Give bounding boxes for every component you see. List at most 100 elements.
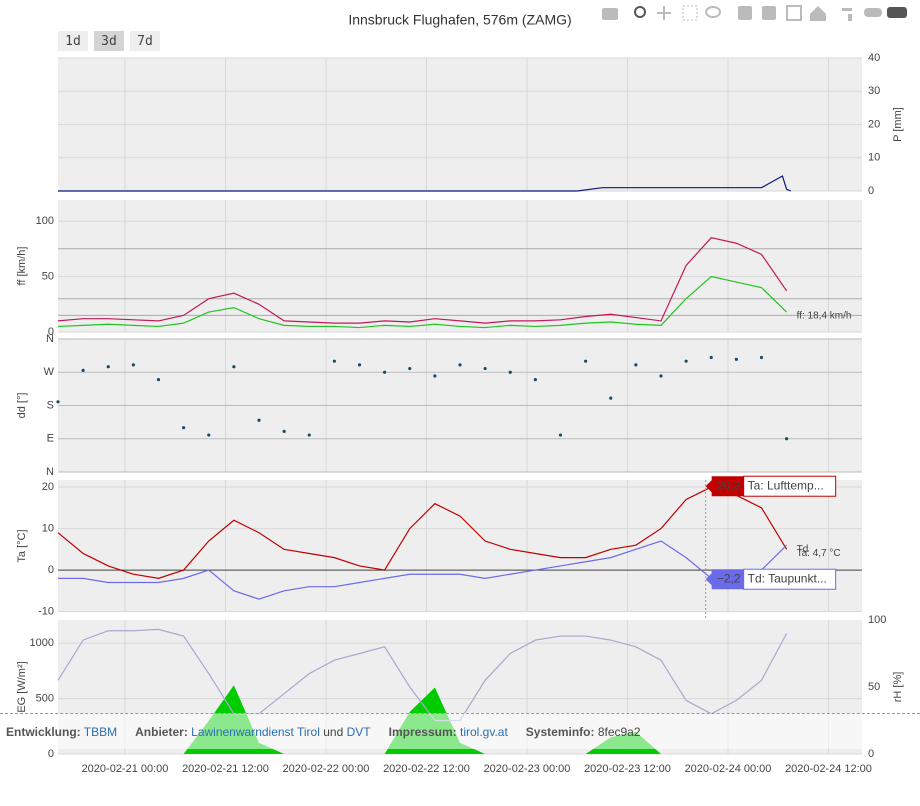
hover-name: Td: Taupunkt... (748, 571, 827, 585)
y2-axis-title: rH [%] (892, 672, 904, 703)
end-label: ff: 18,4 km/h (797, 311, 852, 322)
hover-compare-icon[interactable] (887, 7, 907, 18)
footer-item: Impressum: tirol.gv.at (389, 725, 508, 739)
line (57, 486, 788, 579)
line (58, 175, 792, 192)
y-tick-label: 500 (36, 692, 54, 704)
y-axis-title: P [mm] (892, 107, 904, 142)
footer: Entwicklung: TBBM Anbieter: Lawinenwarndi… (0, 713, 920, 749)
subplot: 0 500 1000 0 50 100 EG [W/m²] rH [%] 2020-02-21 … (16, 614, 904, 775)
footer-link[interactable]: tirol.gv.at (460, 725, 508, 739)
range-button[interactable]: 7d (130, 31, 160, 51)
scatter-point (684, 359, 688, 363)
footer-label: Anbieter: (135, 725, 188, 739)
scatter-point (282, 429, 286, 433)
y-tick-label: 50 (42, 270, 54, 282)
footer-link[interactable]: DVT (346, 725, 371, 739)
y-tick-label: N (46, 466, 54, 478)
y-tick-label: -10 (38, 605, 54, 617)
scatter-point (106, 365, 110, 369)
scatter-point (759, 355, 764, 360)
range-button[interactable]: 1d (58, 31, 88, 51)
footer-label: Impressum: (388, 725, 457, 739)
scatter-point (483, 366, 487, 371)
end-label: Td (797, 544, 809, 555)
y-axis-title: Ta [°C] (16, 529, 28, 562)
scatter-point (458, 363, 462, 367)
hover-closest-icon[interactable] (864, 8, 882, 17)
y-tick-label: 10 (868, 152, 880, 164)
zoom-out-icon[interactable] (762, 6, 776, 20)
scatter-point (734, 357, 738, 361)
modebar (602, 5, 907, 21)
y-tick-label: 0 (868, 185, 874, 197)
spike-icon[interactable] (842, 8, 852, 21)
footer-text: 8fec9a2 (597, 725, 641, 739)
hover-value: 20,2 (717, 478, 741, 492)
autoscale-icon[interactable] (786, 5, 802, 21)
scatter-point (182, 426, 186, 430)
y-tick-label: 1000 (30, 637, 54, 649)
camera-icon[interactable] (602, 8, 618, 20)
home-icon[interactable] (810, 6, 826, 21)
box-select-icon[interactable] (682, 5, 698, 21)
footer-item: Systeminfo: 8fec9a2 (526, 725, 641, 739)
scatter-point (307, 433, 311, 437)
y2-tick-label: 100 (868, 614, 886, 626)
end-label: Ta: 4,7 °C (797, 548, 841, 559)
scatter-point (408, 366, 412, 371)
x-tick-label: 2020-02-24 00:00 (685, 763, 772, 775)
y-tick-label: 100 (36, 215, 54, 227)
scatter-point (609, 396, 613, 400)
hover-value: −2,2 (717, 571, 741, 585)
plot-background (58, 200, 862, 332)
scatter-point (785, 437, 789, 441)
subplot: 0 50 100 ff [km/h] ff: 18,4 km/h (16, 200, 862, 338)
scatter-point (81, 368, 85, 373)
footer-item: Anbieter: Lawinenwarndienst Tirol und DV… (135, 725, 370, 739)
zoom-in-icon[interactable] (738, 6, 752, 20)
lasso-icon[interactable] (705, 6, 721, 18)
scatter-point (584, 359, 588, 363)
line (57, 237, 788, 324)
x-tick-label: 2020-02-22 12:00 (383, 763, 470, 775)
footer-link[interactable]: Lawinenwarndienst Tirol (191, 725, 320, 739)
line (57, 275, 788, 329)
y-axis-title: dd [°] (16, 393, 28, 419)
footer-label: Systeminfo: (525, 725, 595, 739)
y-tick-label: W (44, 366, 55, 378)
footer-link[interactable]: TBBM (83, 725, 118, 739)
scatter-point (232, 365, 236, 369)
scatter-point (383, 370, 387, 374)
scatter-point (357, 363, 362, 367)
y-tick-label: 20 (868, 118, 880, 130)
scatter-point (257, 418, 261, 422)
y-tick-label: 40 (868, 52, 880, 64)
pan-icon[interactable] (657, 6, 671, 20)
scatter-point (207, 433, 211, 437)
y-tick-label: 0 (48, 326, 54, 338)
footer-item: Entwicklung: TBBM (6, 725, 117, 739)
line (57, 628, 788, 722)
y-tick-label: 20 (42, 481, 54, 493)
y-tick-label: N (46, 333, 54, 345)
y-axis-title: EG [W/m²] (16, 661, 28, 712)
range-button[interactable]: 3d (94, 31, 124, 51)
y-tick-label: E (47, 433, 54, 445)
x-tick-label: 2020-02-24 12:00 (785, 763, 872, 775)
y-tick-label: 0 (48, 748, 54, 760)
y2-tick-label: 0 (868, 748, 874, 760)
scatter-point (433, 374, 437, 378)
x-tick-label: 2020-02-23 00:00 (484, 763, 571, 775)
scatter-point (634, 363, 638, 367)
scatter-point (156, 378, 161, 382)
hover-name-box (743, 475, 837, 497)
x-tick-label: 2020-02-21 00:00 (82, 763, 169, 775)
scatter-point (709, 355, 713, 360)
zoom-icon[interactable] (634, 6, 646, 18)
y2-tick-label: 50 (868, 681, 880, 693)
scatter-point (558, 433, 563, 437)
y-tick-label: 30 (868, 85, 880, 97)
scatter-point (533, 378, 537, 382)
